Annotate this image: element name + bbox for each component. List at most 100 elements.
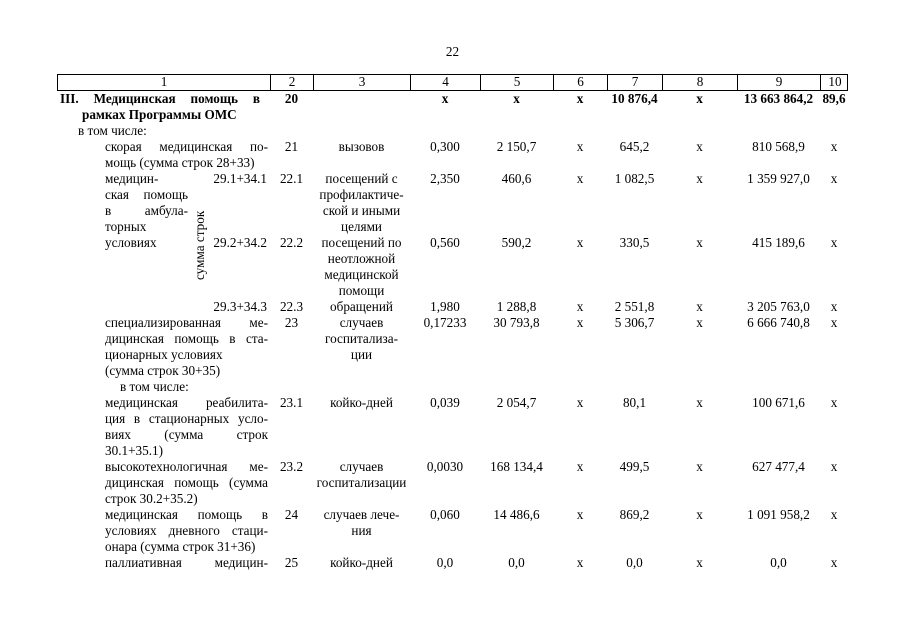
cell-col8: х	[696, 507, 703, 522]
cell-row-number: 23.2	[279, 459, 304, 474]
cell-name: паллиативная медицин-	[57, 555, 270, 571]
row-25-palliative-care: паллиативная медицин- 25 койко-дней 0,0 …	[57, 555, 848, 571]
cell-sum-rows: 29.3+34.3	[213, 299, 267, 314]
name-line: паллиативная медицин-	[105, 555, 268, 570]
cell-col10: х	[830, 235, 838, 250]
name-line: строк 30.2+35.2)	[105, 491, 198, 506]
unit-line: медицинской	[324, 267, 399, 282]
cell-col6: х	[576, 459, 584, 474]
unit-line: госпитализа-	[325, 331, 398, 346]
cell-unit: вызовов	[338, 139, 385, 154]
name-line: медицинская помощь в	[105, 507, 268, 522]
cell-unit: посещений по неотложной медицинской помо…	[313, 235, 410, 299]
name-block: паллиативная медицин-	[105, 555, 268, 571]
cell-col4: 0,0030	[426, 459, 464, 474]
cell-col5: х	[513, 91, 520, 106]
cell-sum-rows: 29.1+34.1	[213, 171, 267, 186]
header-cell-8: 8	[663, 75, 738, 90]
cell-unit: койко-дней	[330, 555, 393, 570]
cell-row-number: 23	[284, 315, 299, 330]
cell-col4: х	[441, 91, 449, 106]
name-line: (сумма строк 30+35)	[105, 363, 221, 378]
section-title: III. Медицинская помощь в рамках Програм…	[60, 91, 260, 123]
cell-col7: 499,5	[619, 459, 650, 474]
cell-col6: х	[576, 299, 584, 314]
cell-col5: 590,2	[501, 235, 532, 250]
cell-col8: х	[696, 235, 703, 250]
cell-col7: 80,1	[622, 395, 647, 410]
row-22-1-preventive-visits: 29.1+34.1 22.1 посещений с профилактиче-…	[57, 171, 848, 235]
cell-name: в том числе:	[57, 123, 270, 139]
unit-line: профилактиче-	[319, 187, 404, 202]
unit-line: посещений с	[325, 171, 398, 186]
cell-name: III. Медицинская помощь в рамках Програм…	[57, 91, 270, 123]
name-line: онара (сумма строк 31+36)	[105, 539, 256, 554]
cell-col10: х	[830, 299, 838, 314]
cell-col6: х	[576, 235, 584, 250]
cell-col5: 0,0	[508, 555, 525, 570]
cell-col6: х	[576, 315, 584, 330]
cell-col4: 0,039	[430, 395, 460, 410]
ambulatory-name-block: медицин- ская помощь в амбула- торных ус…	[105, 171, 188, 251]
cell-col7: 330,5	[619, 235, 650, 250]
row-20-omc-total: III. Медицинская помощь в рамках Програм…	[57, 91, 848, 123]
cell-name: медицинская помощь в условиях дневного с…	[57, 507, 270, 555]
unit-line: случаев	[339, 459, 384, 474]
cell-col4: 0,0	[436, 555, 454, 570]
including-label: в том числе:	[78, 123, 147, 138]
cell-row-number: 22.2	[279, 235, 304, 250]
cell-col6: х	[576, 507, 584, 522]
cell-name: высокотехнологичная ме- дицинская помощь…	[57, 459, 270, 507]
name-line: высокотехнологичная ме-	[105, 459, 268, 474]
cell-col8: х	[696, 171, 703, 186]
rotated-sum-of-rows-label: сумма строк	[192, 210, 207, 280]
cell-col4: 1,980	[430, 299, 460, 314]
cell-col4: 2,350	[430, 171, 460, 186]
cell-col5: 14 486,6	[493, 507, 540, 522]
name-line: торных	[105, 219, 147, 234]
section-title-line2: рамках Программы ОМС	[82, 107, 237, 122]
ambulatory-care-section: медицин- ская помощь в амбула- торных ус…	[57, 171, 848, 315]
cell-col10: 89,6	[822, 91, 846, 106]
cell-col10: х	[830, 459, 838, 474]
cell-row-number: 21	[284, 139, 299, 154]
cell-col10: х	[830, 171, 838, 186]
cell-unit: посещений с профилактиче- ской и иными ц…	[313, 171, 410, 235]
cell-col9: 1 359 927,0	[747, 171, 810, 186]
cell-col5: 30 793,8	[493, 315, 540, 330]
name-line: 30.1+35.1)	[105, 443, 163, 458]
name-line: мощь (сумма строк 28+33)	[105, 155, 255, 170]
unit-line: посещений по	[321, 235, 402, 250]
cell-col4: 0,560	[430, 235, 460, 250]
row-22-3-appeals: 29.3+34.3 22.3 обращений 1,980 1 288,8 х…	[57, 299, 848, 315]
cell-col9: 415 189,6	[752, 235, 805, 250]
unit-line: целями	[341, 219, 382, 234]
header-cell-10: 10	[828, 74, 842, 89]
cell-col5: 460,6	[501, 171, 532, 186]
table-header-row: 1 2 3 4 5 6 7 8 9 10	[57, 74, 848, 91]
name-line: специализированная ме-	[105, 315, 268, 330]
cell-col9: 810 568,9	[752, 139, 805, 154]
name-line: ская помощь	[105, 187, 188, 202]
unit-line: случаев	[339, 315, 384, 330]
row-21-ambulance: скорая медицинская по- мощь (сумма строк…	[57, 139, 848, 171]
cell-row-number: 23.1	[279, 395, 304, 410]
cell-col7: 10 876,4	[611, 91, 658, 106]
header-cell-4: 4	[411, 75, 481, 90]
cell-col9: 6 666 740,8	[747, 315, 810, 330]
section-title-line1: III. Медицинская помощь в	[60, 91, 260, 106]
header-cell-1: 1	[58, 75, 271, 90]
cell-col9: 0,0	[770, 555, 787, 570]
name-line: медицинская реабилита-	[105, 395, 268, 410]
cell-col5: 2 150,7	[496, 139, 537, 154]
cell-name: скорая медицинская по- мощь (сумма строк…	[57, 139, 270, 171]
name-block: скорая медицинская по- мощь (сумма строк…	[105, 139, 268, 171]
cell-unit: обращений	[330, 299, 393, 314]
name-line: ционарных условиях	[105, 347, 223, 362]
cell-col5: 1 288,8	[496, 299, 537, 314]
row-22-2-urgent-visits: 29.2+34.2 22.2 посещений по неотложной м…	[57, 235, 848, 299]
cell-col7: 1 082,5	[614, 171, 655, 186]
cell-col8: х	[696, 395, 703, 410]
cell-col8: х	[696, 555, 703, 570]
